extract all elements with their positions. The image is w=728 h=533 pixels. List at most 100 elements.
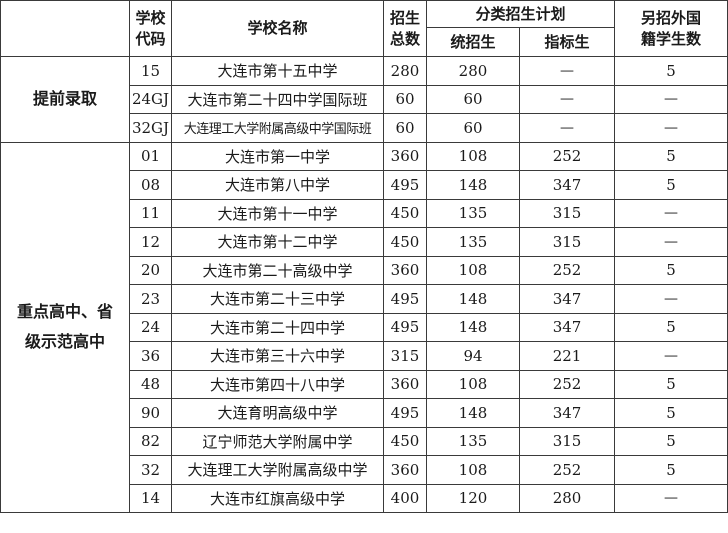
table-row: 23 大连市第二十三中学 495 148 347 — — [1, 284, 728, 314]
school-code: 36 — [129, 341, 172, 371]
group-label: 提前录取 — [0, 56, 130, 143]
total-count: 495 — [383, 312, 427, 342]
school-name: 大连市红旗高级中学 — [171, 483, 384, 513]
school-name: 大连市第二十四中学 — [171, 312, 384, 342]
school-code: 32GJ — [129, 113, 172, 143]
school-code: 11 — [129, 198, 172, 228]
foreign-count: 5 — [614, 312, 728, 342]
table-row: 82 辽宁师范大学附属中学 450 135 315 5 — [1, 426, 728, 456]
foreign-count: 5 — [614, 56, 728, 86]
quota-count: 347 — [518, 312, 616, 342]
school-name: 大连市第三十六中学 — [171, 341, 384, 371]
unified-count: 108 — [426, 141, 520, 171]
group-label: 重点高中、省 级示范高中 — [0, 141, 130, 513]
unified-count: 108 — [426, 369, 520, 399]
school-code: 01 — [129, 141, 172, 171]
quota-count: 252 — [518, 141, 616, 171]
total-count: 60 — [383, 84, 427, 114]
table-row: 提前录取 15 大连市第十五中学 280 280 — 5 — [0, 56, 728, 143]
header-unified: 统招生 — [426, 27, 520, 57]
school-code: 12 — [129, 227, 172, 257]
school-code: 24GJ — [129, 84, 172, 114]
foreign-count: — — [614, 341, 728, 371]
quota-count: 252 — [518, 369, 616, 399]
school-code: 14 — [129, 483, 172, 513]
foreign-count: 5 — [614, 170, 728, 200]
school-code: 48 — [129, 369, 172, 399]
quota-count: 315 — [518, 227, 616, 257]
foreign-count: 5 — [614, 426, 728, 456]
unified-count: 60 — [426, 113, 520, 143]
total-count: 360 — [383, 455, 427, 485]
school-name: 大连市第八中学 — [171, 170, 384, 200]
foreign-count: 5 — [614, 455, 728, 485]
foreign-count: — — [614, 198, 728, 228]
quota-count: 315 — [518, 426, 616, 456]
total-count: 495 — [383, 398, 427, 428]
foreign-count: — — [614, 483, 728, 513]
total-count: 400 — [383, 483, 427, 513]
unified-count: 148 — [426, 170, 520, 200]
quota-count: — — [518, 84, 616, 114]
foreign-count: — — [614, 227, 728, 257]
school-name: 大连育明高级中学 — [171, 398, 384, 428]
unified-count: 148 — [426, 284, 520, 314]
header-total: 招生 总数 — [383, 0, 427, 57]
school-code: 08 — [129, 170, 172, 200]
total-count: 450 — [383, 227, 427, 257]
total-count: 495 — [383, 170, 427, 200]
total-count: 450 — [383, 426, 427, 456]
header-foreign-students: 另招外国 籍学生数 — [614, 0, 728, 57]
school-name: 大连市第二十三中学 — [171, 284, 384, 314]
school-code: 24 — [129, 312, 172, 342]
foreign-count: 5 — [614, 398, 728, 428]
header-blank — [0, 0, 130, 57]
table-row: 90 大连育明高级中学 495 148 347 5 — [1, 398, 728, 428]
unified-count: 135 — [426, 426, 520, 456]
table-row: 24GJ 大连市第二十四中学国际班 60 60 — — — [1, 84, 728, 114]
foreign-count: 5 — [614, 369, 728, 399]
school-code: 23 — [129, 284, 172, 314]
school-name: 大连市第二十四中学国际班 — [171, 84, 384, 114]
foreign-count: 5 — [614, 141, 728, 171]
total-count: 280 — [383, 56, 427, 86]
quota-count: 252 — [518, 455, 616, 485]
school-code: 82 — [129, 426, 172, 456]
unified-count: 148 — [426, 312, 520, 342]
table-row: 14 大连市红旗高级中学 400 120 280 — — [1, 483, 728, 513]
unified-count: 148 — [426, 398, 520, 428]
unified-count: 135 — [426, 227, 520, 257]
school-name: 大连市第十五中学 — [171, 56, 384, 86]
quota-count: — — [518, 56, 616, 86]
total-count: 360 — [383, 141, 427, 171]
school-name: 辽宁师范大学附属中学 — [171, 426, 384, 456]
school-code: 32 — [129, 455, 172, 485]
table-row: 32GJ 大连理工大学附属高级中学国际班 60 60 — — — [1, 113, 728, 143]
quota-count: 315 — [518, 198, 616, 228]
school-name: 大连市第一中学 — [171, 141, 384, 171]
foreign-count: — — [614, 113, 728, 143]
quota-count: 280 — [518, 483, 616, 513]
header-category-plan: 分类招生计划 — [425, 0, 616, 28]
school-name: 大连理工大学附属高级中学国际班 — [171, 113, 384, 143]
total-count: 360 — [383, 369, 427, 399]
header-school-name: 学校名称 — [171, 0, 384, 57]
school-code: 15 — [129, 56, 172, 86]
unified-count: 94 — [426, 341, 520, 371]
table-row: 24 大连市第二十四中学 495 148 347 5 — [1, 312, 728, 342]
total-count: 495 — [383, 284, 427, 314]
unified-count: 108 — [426, 255, 520, 285]
school-code: 20 — [129, 255, 172, 285]
quota-count: — — [518, 113, 616, 143]
unified-count: 280 — [426, 56, 520, 86]
school-name: 大连市第四十八中学 — [171, 369, 384, 399]
school-name: 大连市第二十高级中学 — [171, 255, 384, 285]
foreign-count: 5 — [614, 255, 728, 285]
unified-count: 135 — [426, 198, 520, 228]
unified-count: 108 — [426, 455, 520, 485]
total-count: 360 — [383, 255, 427, 285]
school-name: 大连市第十二中学 — [171, 227, 384, 257]
foreign-count: — — [614, 84, 728, 114]
school-code: 90 — [129, 398, 172, 428]
quota-count: 347 — [518, 170, 616, 200]
